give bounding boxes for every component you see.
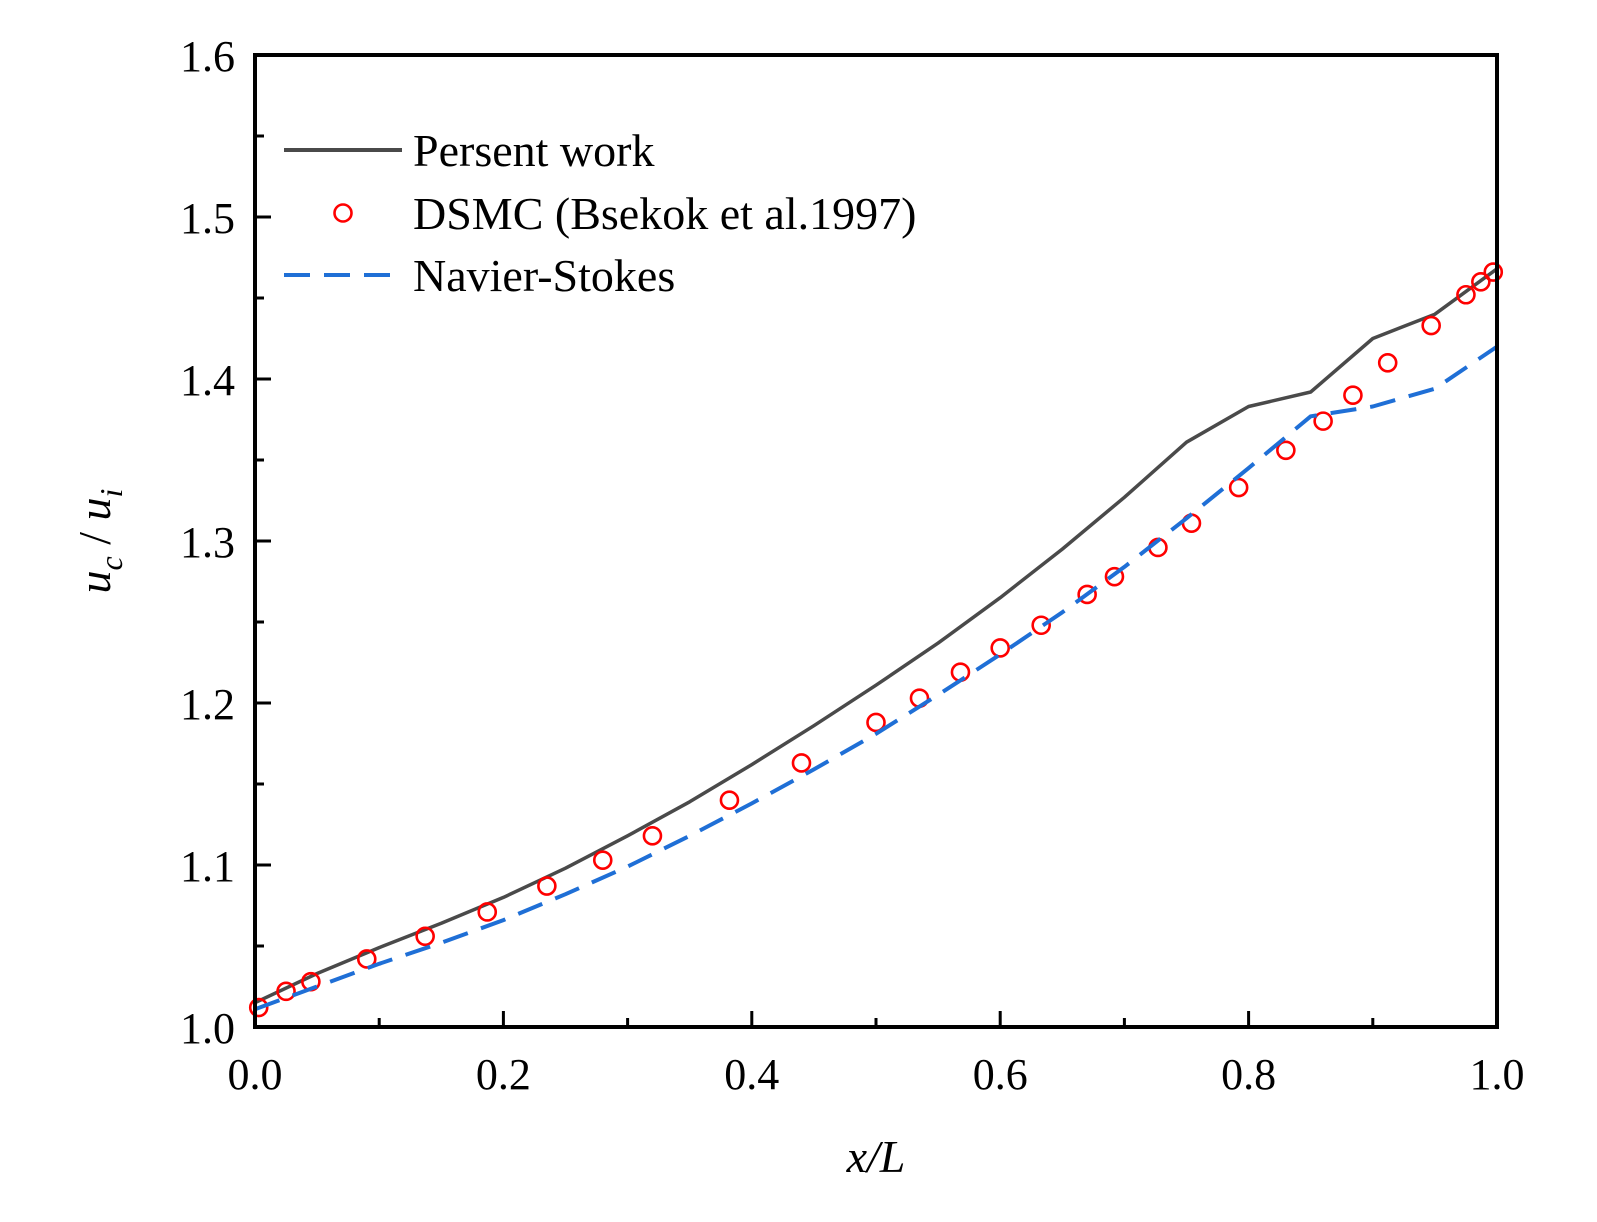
x-tick-label-0.8: 0.8 — [1221, 1050, 1276, 1099]
x-tick-label-1.0: 1.0 — [1470, 1050, 1525, 1099]
data-point — [791, 753, 812, 773]
data-point — [719, 790, 740, 811]
y-axis-title: uc / ui — [69, 489, 129, 594]
data-point — [1483, 262, 1504, 282]
y-tick-label-1.1: 1.1 — [180, 842, 235, 891]
y-axis-title-slash: / — [69, 520, 120, 556]
series-layer — [248, 262, 1504, 1018]
data-point — [356, 949, 377, 969]
data-point — [1228, 477, 1249, 498]
data-point — [1313, 411, 1333, 431]
data-point — [1104, 566, 1125, 587]
series-line-navier-stokes — [254, 344, 1499, 1012]
data-point — [1471, 271, 1491, 292]
y-tick-label-1.4: 1.4 — [180, 356, 235, 405]
series-line-persent-work — [254, 267, 1499, 1005]
y-axis-title-sub2: i — [93, 489, 129, 498]
data-point — [866, 712, 886, 733]
data-point — [1031, 615, 1051, 636]
legend: Persent work DSMC (Bsekok et al.1997) Na… — [284, 125, 916, 301]
data-point — [592, 850, 613, 870]
x-tick-label-0.0: 0.0 — [228, 1050, 283, 1099]
x-tick-label-0.2: 0.2 — [476, 1050, 531, 1099]
data-point — [248, 997, 269, 1018]
data-point — [1077, 584, 1097, 605]
x-tick-label-0.4: 0.4 — [724, 1050, 779, 1099]
data-point — [642, 826, 663, 846]
y-tick-label-1.2: 1.2 — [180, 680, 235, 729]
y-tick-label-1.6: 1.6 — [180, 32, 235, 81]
series-dsmc-bsekok-et-al-1997 — [248, 262, 1504, 1018]
data-point — [1343, 385, 1363, 406]
y-tick-label-1.0: 1.0 — [180, 1004, 235, 1053]
x-tick-label-0.6: 0.6 — [973, 1050, 1028, 1099]
data-point — [477, 902, 498, 922]
data-point — [1421, 315, 1441, 336]
data-point — [990, 638, 1011, 658]
data-point — [1377, 352, 1398, 373]
data-point — [276, 981, 296, 1002]
data-point — [415, 926, 435, 947]
y-tick-label-1.5: 1.5 — [180, 194, 235, 243]
x-axis-title: x/L — [846, 1131, 906, 1182]
ticks-layer: 0.0 0.2 0.4 0.6 0.8 1.0 1.0 1.1 1.2 1.3 1.4 1.5 1.6 — [180, 32, 1525, 1099]
legend-label-navier-stokes: Navier-Stokes — [413, 250, 675, 301]
data-point — [1276, 440, 1296, 461]
y-axis-title-main: u — [69, 570, 120, 593]
y-axis-title-sub1: c — [93, 556, 129, 570]
data-point — [537, 876, 557, 896]
data-point — [1456, 284, 1476, 305]
legend-label-persent-work: Persent work — [413, 125, 654, 176]
y-tick-label-1.3: 1.3 — [180, 518, 235, 567]
y-axis-title-main2: u — [69, 497, 120, 520]
legend-swatch-dsmc — [333, 203, 353, 223]
plot-frame — [253, 53, 1499, 1029]
legend-label-dsmc: DSMC (Bsekok et al.1997) — [413, 188, 916, 239]
